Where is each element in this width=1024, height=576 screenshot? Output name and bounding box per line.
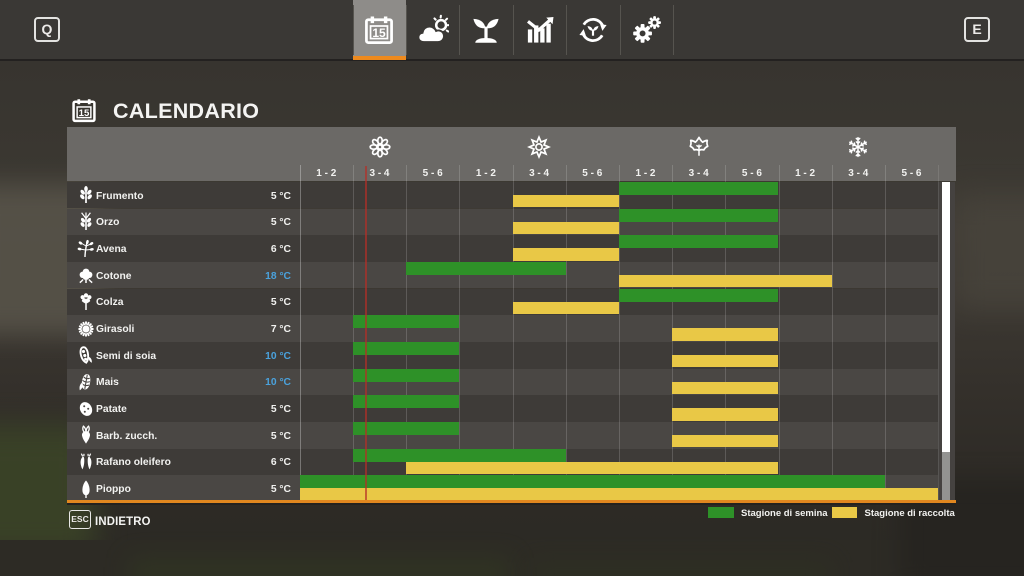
svg-text:15: 15 (373, 26, 387, 40)
svg-text:15: 15 (79, 108, 90, 119)
